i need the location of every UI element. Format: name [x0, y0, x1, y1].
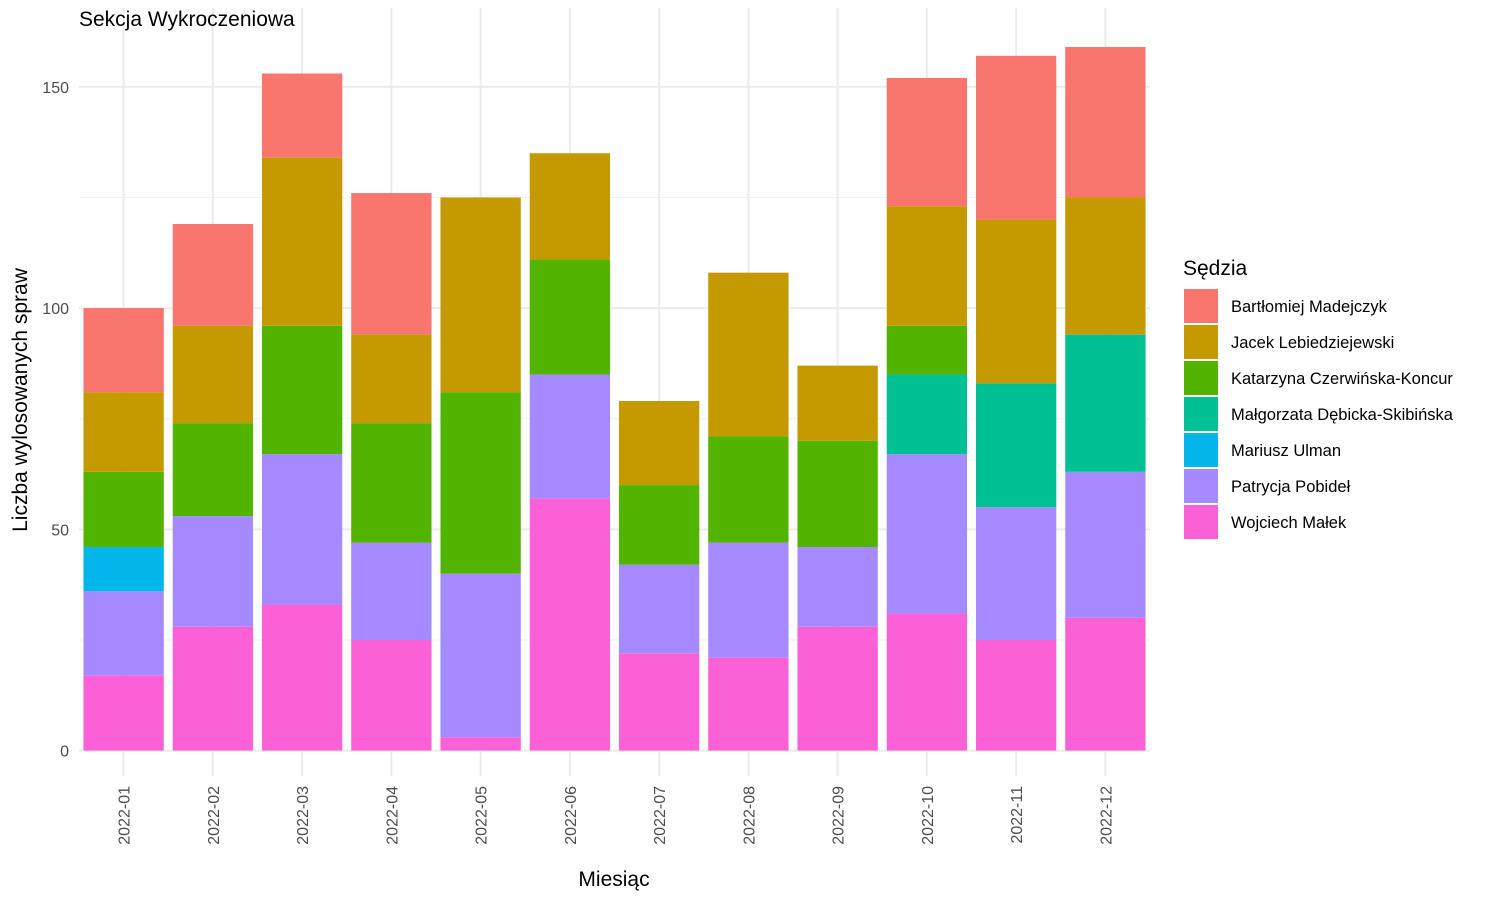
legend-label: Patrycja Pobideł [1231, 478, 1351, 496]
bar-segment [440, 197, 521, 393]
bar-segment [83, 591, 164, 676]
bar-segment [618, 401, 700, 486]
x-tick-label: 2022-07 [652, 786, 669, 845]
bar-segment [529, 498, 611, 751]
bar-segment [975, 55, 1057, 220]
legend-swatch [1184, 289, 1218, 323]
bars [83, 46, 1146, 751]
bar-segment [440, 573, 521, 738]
bar-segment [975, 383, 1057, 508]
bar-segment [351, 193, 432, 335]
bar-segment [172, 423, 254, 517]
bar-segment [1065, 471, 1146, 618]
bar-segment [440, 392, 521, 574]
x-tick-label: 2022-12 [1098, 786, 1115, 845]
legend-swatch [1184, 325, 1218, 359]
chart-title: Sekcja Wykroczeniowa [79, 8, 295, 31]
legend-label: Wojciech Małek [1231, 514, 1347, 532]
bar-segment [261, 454, 343, 605]
bar-segment [440, 737, 521, 751]
legend-label: Małgorzata Dębicka-Skibińska [1231, 406, 1454, 424]
bar-segment [83, 392, 164, 472]
legend-label: Katarzyna Czerwińska-Koncur [1231, 370, 1453, 388]
x-tick-label: 2022-05 [474, 786, 491, 845]
bar-segment [351, 639, 432, 751]
bar-segment [529, 259, 611, 375]
legend-swatch [1184, 505, 1218, 539]
x-axis-title: Miesiąc [578, 868, 649, 891]
x-tick-label: 2022-08 [741, 786, 758, 845]
bar-segment [1065, 46, 1146, 198]
bar-segment [172, 224, 254, 326]
legend-swatch [1184, 361, 1218, 395]
bar-segment [975, 507, 1057, 640]
bar-segment [83, 675, 164, 751]
bar-segment [261, 157, 343, 326]
bar-segment [261, 604, 343, 751]
bar-segment [975, 639, 1057, 751]
x-tick-label: 2022-11 [1009, 786, 1026, 844]
bar-segment [261, 73, 343, 158]
y-tick-label: 100 [42, 301, 69, 318]
x-tick-label: 2022-09 [831, 786, 848, 845]
legend-swatch [1184, 433, 1218, 467]
bar-segment [1065, 334, 1146, 472]
legend: Sędzia Bartłomiej Madejczyk Jacek Lebiedz… [1183, 257, 1454, 539]
bar-segment [797, 547, 878, 627]
x-axis-ticks: 2022-01 2022-02 2022-03 2022-04 2022-05 2022-… [117, 786, 1116, 845]
bar-segment [83, 308, 164, 393]
bar-segment [886, 374, 968, 455]
bar-segment [708, 657, 789, 751]
y-axis-ticks: 0 50 100 150 [42, 80, 69, 761]
legend-label: Mariusz Ulman [1231, 442, 1341, 460]
bar-segment [172, 325, 254, 424]
bar-segment [618, 564, 700, 654]
bar-segment [797, 626, 878, 751]
bar-segment [172, 626, 254, 751]
bar-segment [351, 423, 432, 543]
bar-segment [351, 542, 432, 640]
y-tick-label: 0 [60, 744, 69, 761]
bar-segment [886, 454, 968, 614]
legend-swatch [1184, 397, 1218, 431]
x-tick-label: 2022-06 [563, 786, 580, 845]
legend-label: Jacek Lebiedziejewski [1231, 334, 1394, 352]
bar-segment [1065, 197, 1146, 335]
bar-segment [1065, 617, 1146, 751]
legend-title: Sędzia [1183, 257, 1248, 280]
bar-segment [886, 613, 968, 751]
x-tick-label: 2022-03 [295, 786, 312, 845]
legend-label: Bartłomiej Madejczyk [1231, 298, 1388, 316]
bar-segment [886, 206, 968, 326]
bar-segment [351, 334, 432, 424]
x-tick-label: 2022-10 [920, 786, 937, 845]
bar-segment [529, 153, 611, 260]
bar-segment [261, 325, 343, 455]
bar-segment [172, 516, 254, 627]
bar-segment [886, 325, 968, 375]
bar-segment [708, 542, 789, 658]
y-axis-title: Liczba wylosowanych spraw [9, 267, 32, 532]
x-tick-label: 2022-04 [384, 786, 401, 845]
bar-segment [529, 374, 611, 499]
bar-segment [975, 219, 1057, 384]
legend-swatch [1184, 469, 1218, 503]
y-tick-label: 150 [42, 80, 69, 97]
bar-segment [797, 440, 878, 548]
bar-segment [708, 272, 789, 437]
x-tick-label: 2022-01 [117, 786, 134, 845]
bar-segment [618, 653, 700, 751]
bar-segment [83, 471, 164, 548]
bar-segment [83, 547, 164, 592]
bar-segment [708, 436, 789, 543]
y-tick-label: 50 [51, 522, 69, 539]
bar-segment [886, 77, 968, 207]
x-tick-label: 2022-02 [206, 786, 223, 845]
bar-segment [797, 365, 878, 441]
bar-segment [618, 485, 700, 565]
